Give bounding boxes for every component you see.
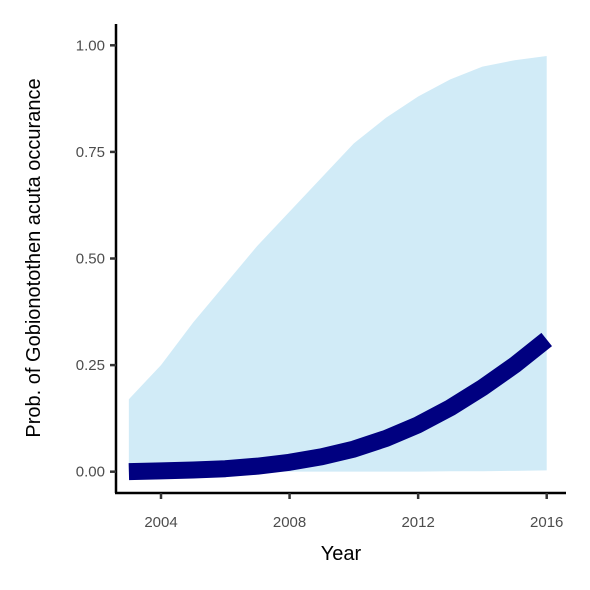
x-axis-title: Year (321, 543, 362, 565)
fitted-line-0 (128, 332, 553, 481)
y-tick-label: 0.75 (76, 144, 105, 161)
plot-area (128, 55, 553, 481)
confidence-ribbon-0 (128, 55, 547, 472)
x-tick-label: 2012 (401, 514, 434, 531)
y-tick-label: 0.25 (76, 357, 105, 374)
y-axis: 0.00 0.25 0.50 0.75 1.00 (76, 24, 118, 493)
y-axis-title: Prob. of Gobionotothen acuta occurance (23, 78, 45, 437)
x-tick-label: 2004 (144, 514, 177, 531)
y-tick-label: 0.50 (76, 251, 105, 268)
x-tick-label: 2016 (530, 514, 563, 531)
x-axis: 2004 2008 2012 2016 (115, 491, 566, 531)
y-tick-label: 0.00 (76, 464, 105, 481)
y-tick-label: 1.00 (76, 37, 105, 54)
x-tick-label: 2008 (273, 514, 306, 531)
